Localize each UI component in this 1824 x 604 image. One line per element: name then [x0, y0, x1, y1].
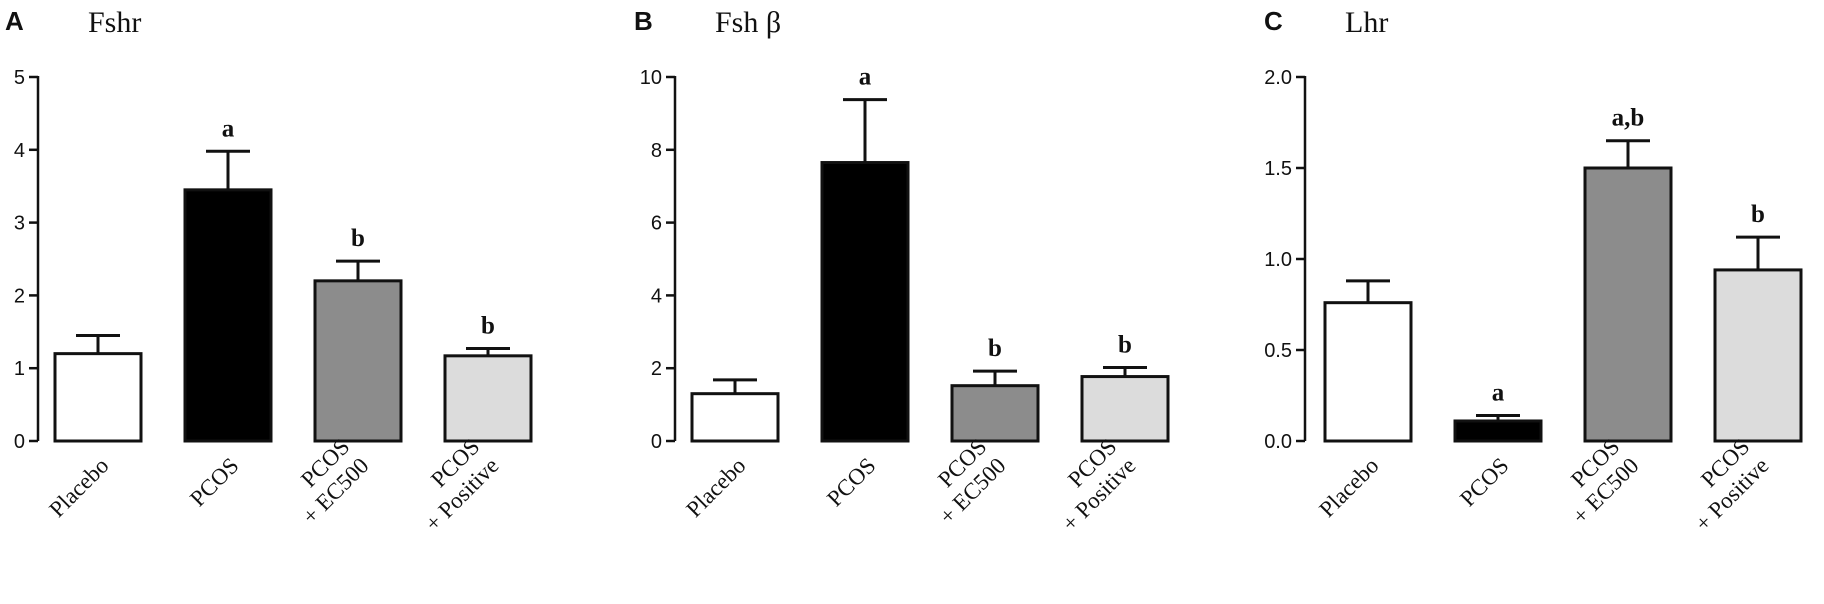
y-tick-label: 3 [14, 213, 25, 235]
bar [53, 352, 143, 443]
category-label: PCOS [1455, 453, 1513, 511]
bar [1323, 301, 1413, 443]
category-label: PCOS+ EC500 [296, 434, 373, 529]
category-label: PCOS+ Positive [420, 434, 503, 536]
significance-label: b [1118, 331, 1132, 358]
category-label: PCOS+ EC500 [933, 434, 1010, 529]
category-label-line: PCOS [185, 453, 243, 511]
significance-label: a,b [1612, 105, 1645, 132]
y-tick-label: 0 [14, 431, 25, 453]
significance-label: a [222, 115, 235, 142]
significance-label: b [351, 225, 365, 252]
category-label: PCOS+ EC500 [1566, 434, 1643, 529]
bar [950, 384, 1040, 443]
category-label-line: Placebo [681, 453, 750, 522]
y-tick-label: 4 [14, 140, 25, 162]
y-tick-label: 4 [651, 285, 662, 307]
significance-label: a [1492, 380, 1505, 407]
category-label: PCOS [185, 453, 243, 511]
significance-label: b [481, 313, 495, 340]
category-label-line: Placebo [44, 453, 113, 522]
y-tick-label: 1.5 [1264, 158, 1292, 180]
y-tick-label: 0 [651, 431, 662, 453]
y-tick-label: 1.0 [1264, 249, 1292, 271]
panel-title: Fshr [88, 6, 141, 39]
bar [1583, 166, 1673, 443]
category-label: PCOS+ Positive [1057, 434, 1140, 536]
panel-a: A Fshr 0 1 2 3 4 5 Placebo a PCOS b PCOS+ EC500 b PCOS… [5, 6, 533, 536]
panel-letter: B [634, 6, 653, 36]
y-tick-label: 5 [14, 67, 25, 89]
y-tick-label: 2 [651, 358, 662, 380]
significance-label: b [988, 335, 1002, 362]
panel-title: Lhr [1345, 6, 1388, 39]
panel-title: Fsh β [715, 6, 781, 39]
y-tick-label: 0.0 [1264, 431, 1292, 453]
significance-label: a [859, 64, 872, 91]
category-label: Placebo [681, 453, 750, 522]
y-tick-label: 10 [640, 67, 662, 89]
category-label: PCOS+ Positive [1690, 434, 1773, 536]
category-label-line: PCOS [1455, 453, 1513, 511]
bar [1713, 268, 1803, 443]
y-tick-label: 0.5 [1264, 340, 1292, 362]
y-tick-label: 2 [14, 285, 25, 307]
y-tick-label: 6 [651, 213, 662, 235]
category-label-line: Placebo [1314, 453, 1383, 522]
category-label-line: PCOS [822, 453, 880, 511]
panel-letter: C [1264, 6, 1283, 36]
significance-label: b [1751, 201, 1765, 228]
bar [820, 161, 910, 443]
panel-c: C Lhr 0.0 0.5 1.0 1.5 2.0 Placebo a PCOS a,b PCOS+ … [1264, 6, 1803, 536]
category-label: Placebo [44, 453, 113, 522]
bar [1080, 375, 1170, 443]
panel-letter: A [5, 6, 24, 36]
bar [443, 354, 533, 443]
y-tick-label: 8 [651, 140, 662, 162]
bar [1453, 419, 1543, 443]
category-label: PCOS [822, 453, 880, 511]
y-tick-label: 2.0 [1264, 67, 1292, 89]
bar [313, 279, 403, 443]
panel-b: B Fsh β 0 2 4 6 8 10 Placebo a PCOS b PCOS+ EC500 b PC… [634, 6, 1170, 536]
y-tick-label: 1 [14, 358, 25, 380]
category-label: Placebo [1314, 453, 1383, 522]
bar [183, 188, 273, 443]
bar [690, 392, 780, 443]
